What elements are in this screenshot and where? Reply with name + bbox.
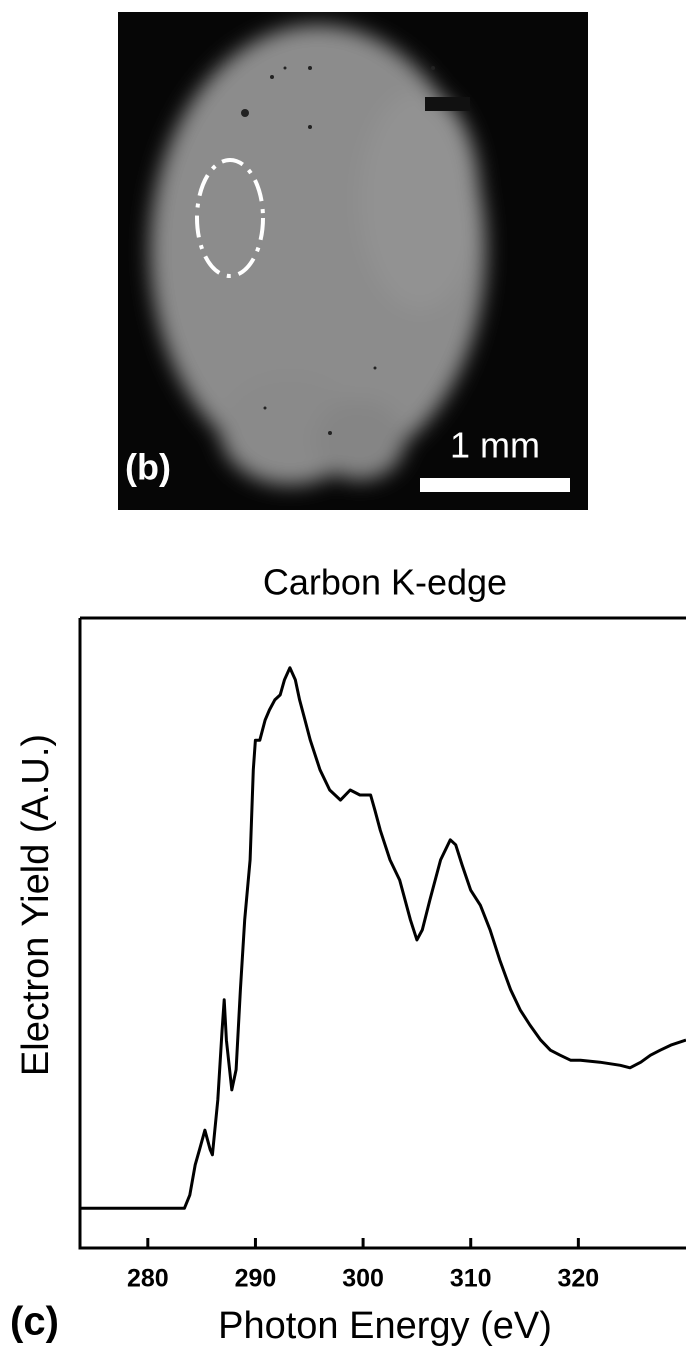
panel-label: (b) (125, 447, 171, 488)
x-axis-label: Photon Energy (eV) (218, 1305, 552, 1347)
spectrum-line (80, 666, 686, 1210)
region-marker (195, 158, 265, 278)
plot-area (80, 666, 686, 1210)
x-tick-label: 290 (235, 1265, 277, 1293)
x-tick-label: 280 (127, 1265, 169, 1293)
panel-label: (c) (10, 1300, 59, 1344)
chart-title: Carbon K-edge (263, 562, 507, 603)
notch (425, 97, 470, 111)
x-tick-label: 300 (342, 1265, 384, 1293)
y-axis-label: Electron Yield (A.U.) (15, 734, 57, 1076)
micrograph: 1 mm (b) (118, 12, 588, 510)
scale-bar-label: 1 mm (450, 425, 540, 466)
sample (150, 25, 486, 485)
specks (241, 66, 435, 435)
scale-bar (420, 478, 570, 492)
x-tick-label: 310 (450, 1265, 492, 1293)
x-tick-label: 320 (558, 1265, 600, 1293)
axes-frame (78, 616, 686, 1250)
